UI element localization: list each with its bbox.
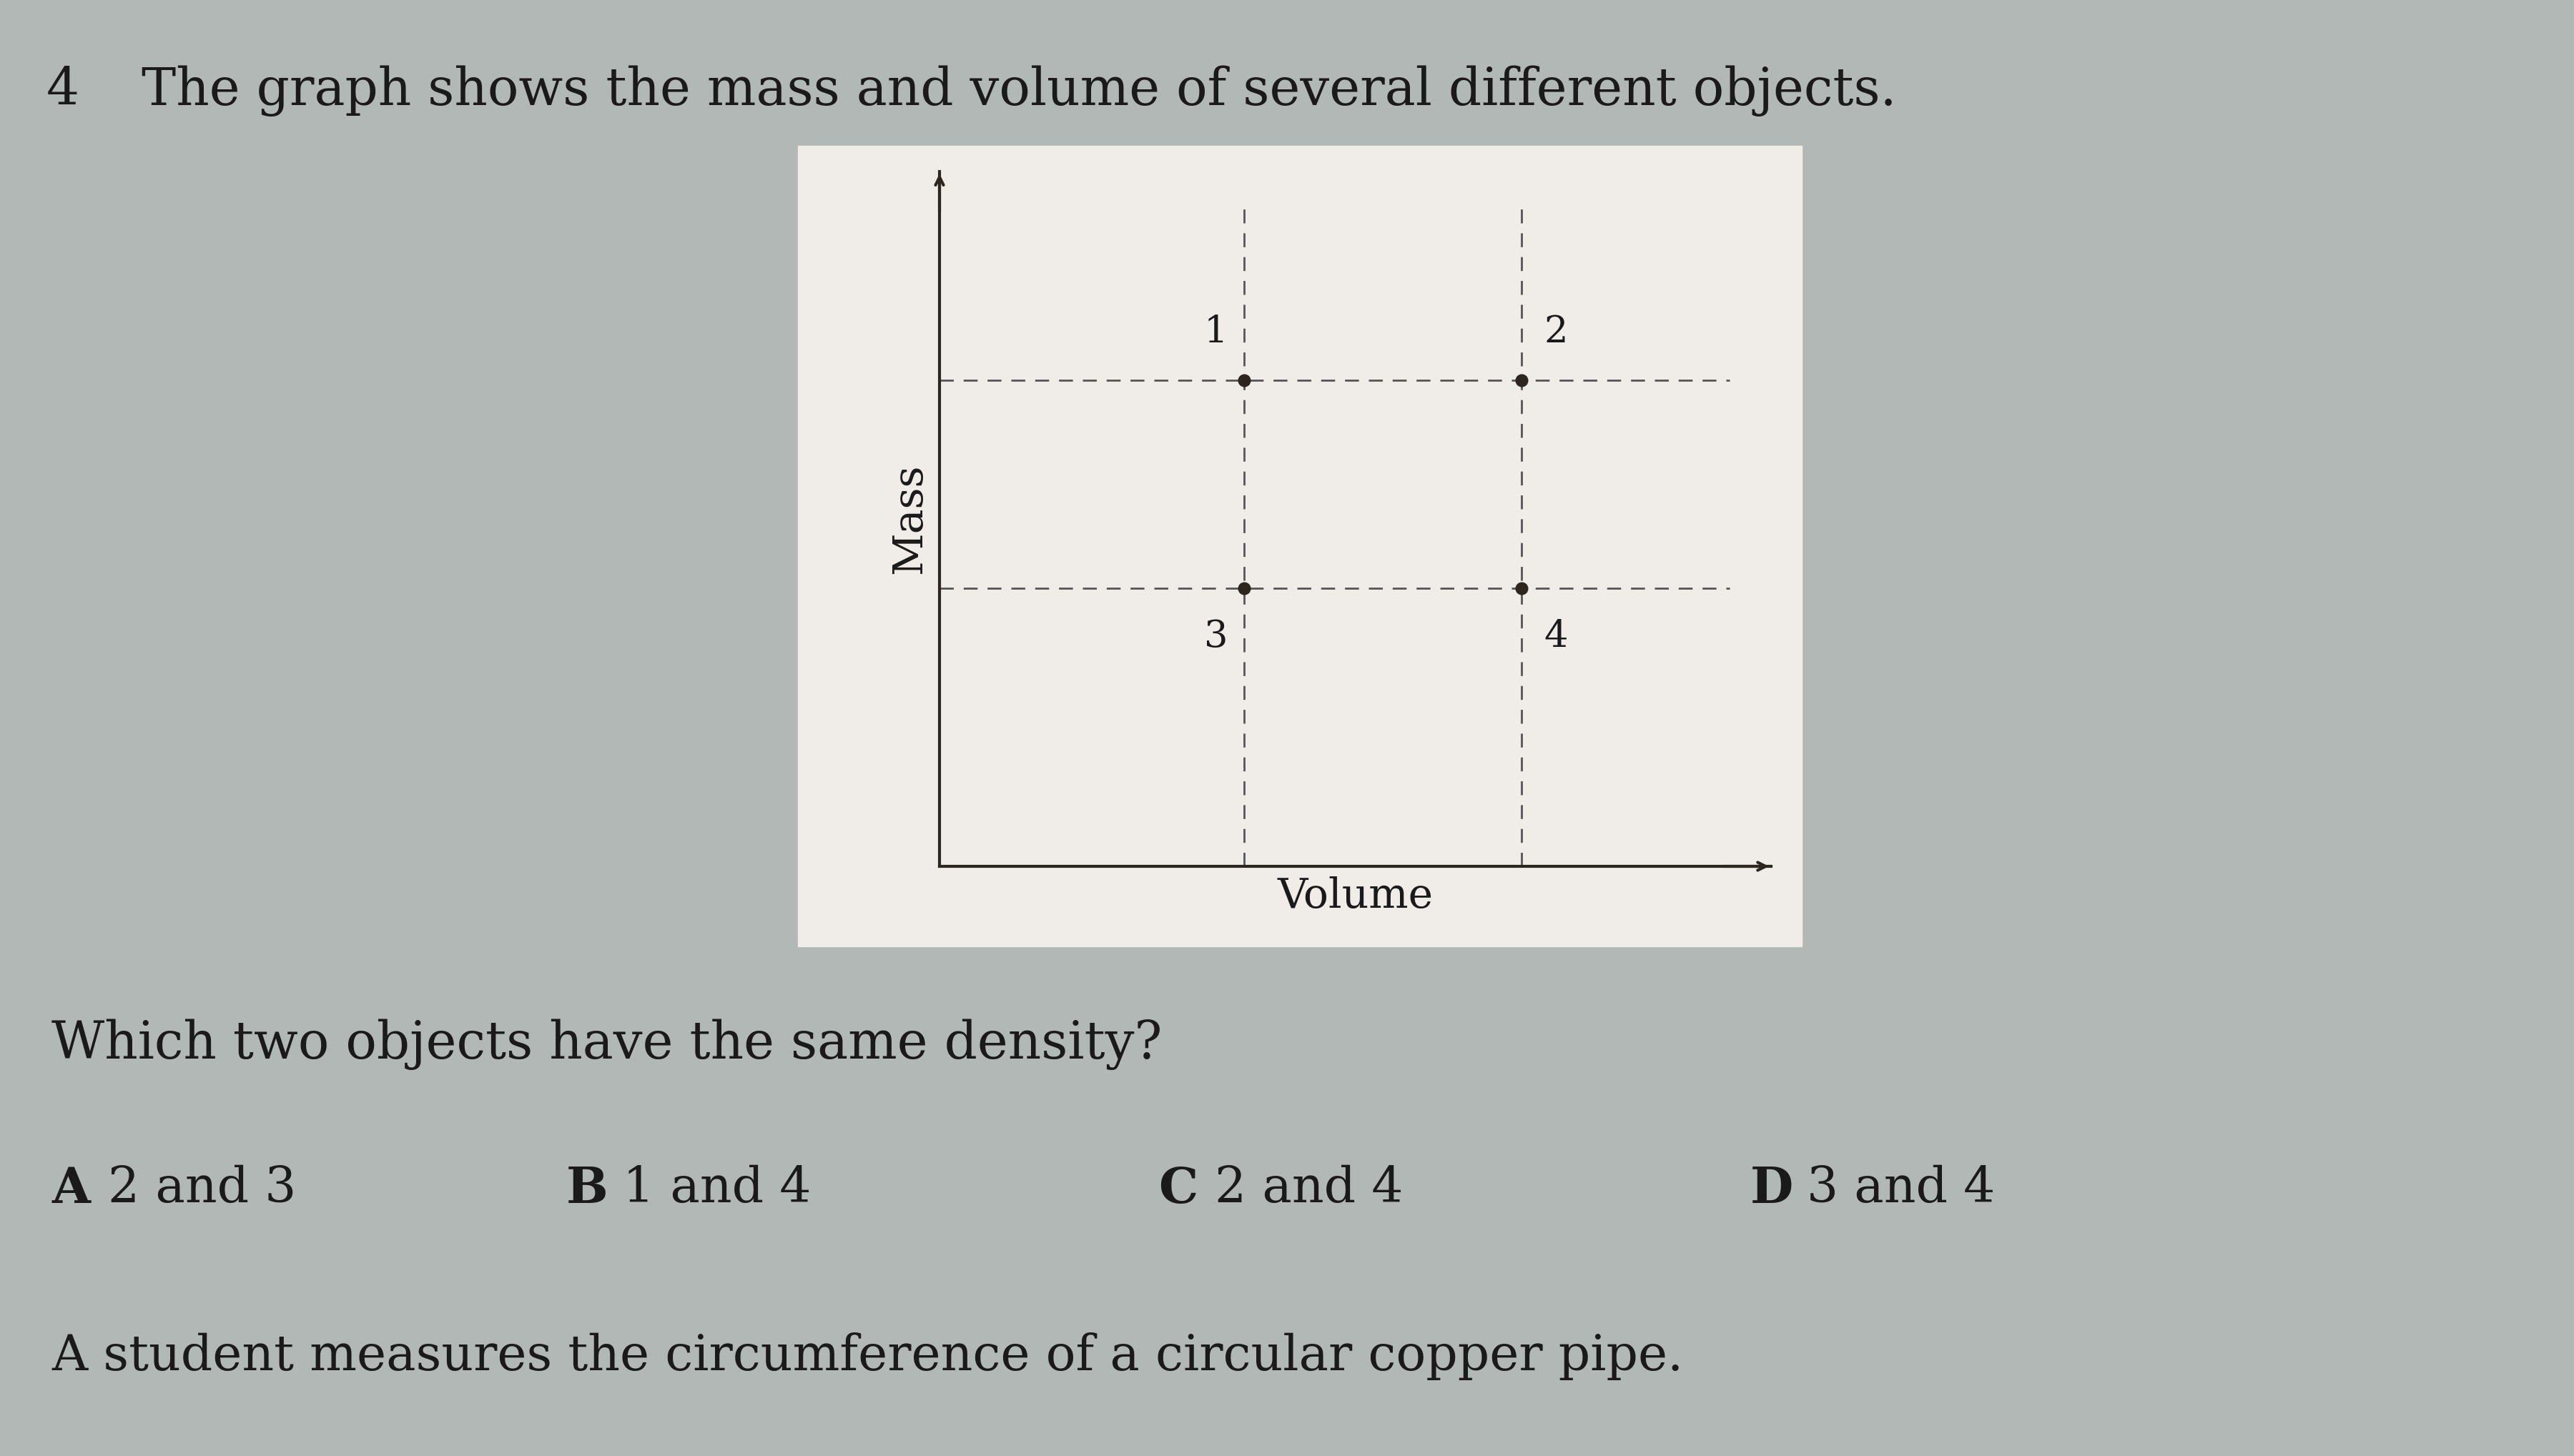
Text: 1: 1 — [1205, 313, 1228, 349]
Text: A: A — [51, 1165, 90, 1213]
Bar — [798, 146, 1802, 946]
Text: 3 and 4: 3 and 4 — [1807, 1165, 1995, 1213]
Text: The graph shows the mass and volume of several different objects.: The graph shows the mass and volume of s… — [142, 66, 1897, 116]
Text: Which two objects have the same density?: Which two objects have the same density? — [51, 1019, 1161, 1070]
Text: 2 and 4: 2 and 4 — [1215, 1165, 1403, 1213]
Y-axis label: Mass: Mass — [891, 464, 929, 574]
Text: C: C — [1158, 1165, 1197, 1213]
Text: A student measures the circumference of a circular copper pipe.: A student measures the circumference of … — [51, 1332, 1683, 1380]
Text: 4: 4 — [1544, 619, 1568, 655]
Text: B: B — [566, 1165, 607, 1213]
Text: 1 and 4: 1 and 4 — [623, 1165, 811, 1213]
Text: 2 and 3: 2 and 3 — [108, 1165, 296, 1213]
Text: 3: 3 — [1205, 619, 1228, 655]
Text: 2: 2 — [1544, 313, 1568, 349]
Text: 4: 4 — [46, 66, 80, 116]
X-axis label: Volume: Volume — [1277, 877, 1434, 916]
Text: D: D — [1750, 1165, 1794, 1213]
